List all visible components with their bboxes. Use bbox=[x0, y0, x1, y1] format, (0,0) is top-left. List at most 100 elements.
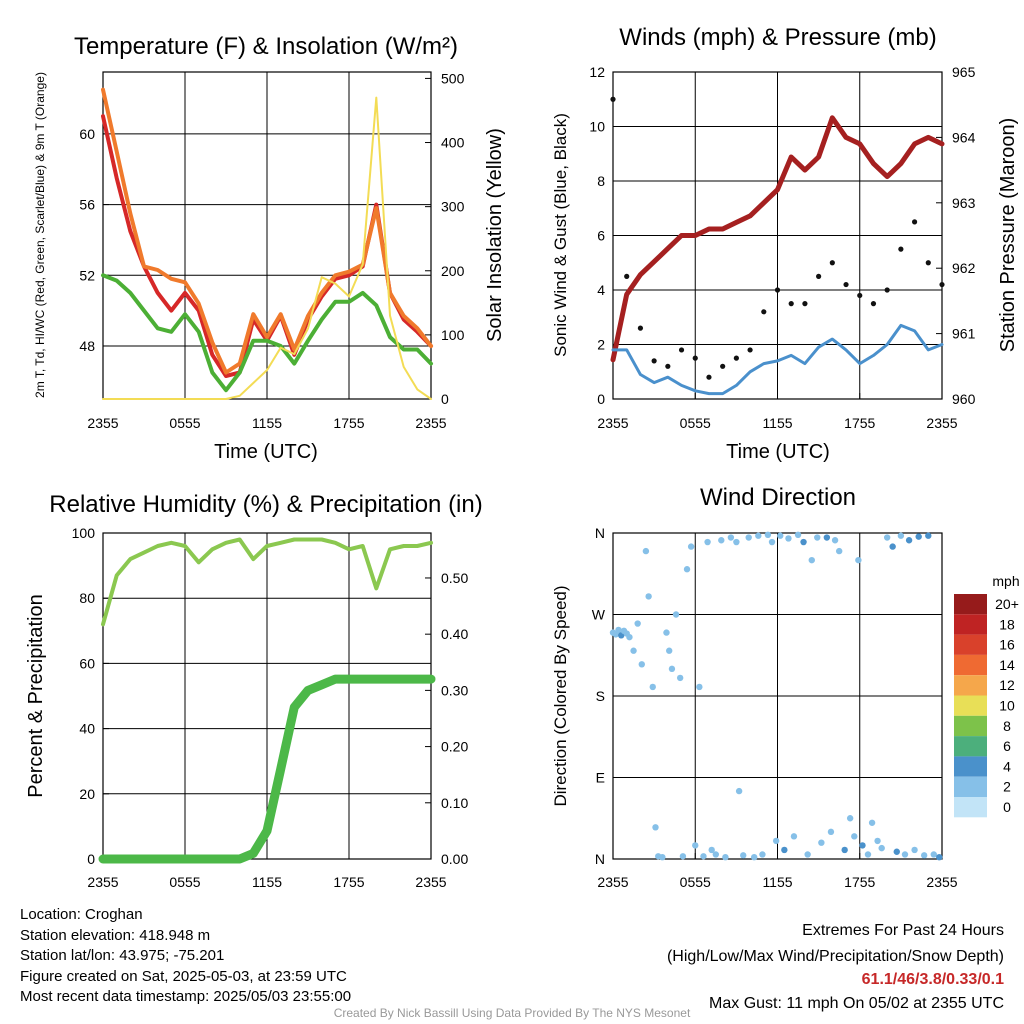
direction-point bbox=[638, 661, 645, 668]
direction-point bbox=[889, 543, 896, 550]
y2-tick-label: 0.30 bbox=[441, 682, 468, 698]
direction-point bbox=[930, 851, 937, 858]
direction-point bbox=[630, 647, 637, 654]
y-tick-label: W bbox=[592, 607, 606, 623]
direction-point bbox=[727, 534, 735, 541]
y-tick-label: 4 bbox=[597, 282, 605, 298]
direction-point bbox=[768, 538, 776, 546]
direction-point bbox=[823, 534, 831, 541]
direction-point bbox=[708, 846, 715, 854]
direction-point bbox=[683, 566, 691, 573]
colorbar-swatch bbox=[954, 654, 987, 676]
colorbar-swatch bbox=[954, 614, 987, 635]
direction-point bbox=[704, 538, 711, 546]
series-line-solar-insolation bbox=[102, 96, 432, 400]
x-tick-label: 2355 bbox=[415, 874, 446, 890]
direction-point bbox=[920, 852, 928, 859]
x-tick-label: 1155 bbox=[762, 874, 792, 890]
y2-tick-label: 500 bbox=[441, 70, 465, 86]
y2-axis-label-insolation: Solar Insolation (Yellow) bbox=[484, 128, 506, 342]
x-tick-label: 0555 bbox=[169, 415, 200, 431]
direction-point bbox=[649, 683, 656, 691]
gust-point bbox=[678, 347, 685, 353]
recent-timestamp: Most recent data timestamp: 2025/05/03 2… bbox=[20, 988, 352, 1005]
gust-point bbox=[939, 281, 945, 288]
direction-point bbox=[827, 828, 835, 836]
direction-point bbox=[712, 851, 720, 858]
gust-point bbox=[665, 363, 671, 369]
y-tick-label: 80 bbox=[79, 590, 95, 606]
direction-point bbox=[659, 853, 666, 861]
series-line-precipitation bbox=[98, 674, 436, 864]
colorbar-swatch bbox=[954, 756, 987, 777]
direction-point bbox=[679, 853, 687, 860]
y-tick-label: 56 bbox=[79, 197, 95, 213]
direction-point bbox=[668, 665, 676, 673]
direction-point bbox=[781, 846, 788, 854]
direction-point bbox=[831, 537, 839, 544]
direction-point bbox=[663, 629, 670, 636]
x-tick-label: 2355 bbox=[87, 874, 118, 890]
x-axis-label-winds: Time (UTC) bbox=[726, 441, 830, 463]
y2-tick-label: 200 bbox=[441, 263, 465, 279]
direction-point bbox=[851, 833, 858, 840]
colorbar-swatch bbox=[954, 797, 987, 818]
direction-point bbox=[936, 853, 943, 861]
extremes-title: Extremes For Past 24 Hours bbox=[802, 922, 1004, 939]
direction-point bbox=[764, 531, 772, 539]
colorbar-swatch bbox=[954, 736, 987, 757]
speed-colorbar: 20+ 18 16 14 12 10 8 6 4 2 0 bbox=[954, 594, 1019, 818]
direction-point bbox=[878, 844, 885, 852]
y2-tick-label: 0 bbox=[441, 391, 449, 407]
y2-tick-label: 0.20 bbox=[441, 739, 468, 755]
direction-point bbox=[642, 547, 650, 555]
panel-title-temperature: Temperature (F) & Insolation (W/m²) bbox=[74, 33, 458, 60]
direction-point bbox=[722, 853, 729, 861]
direction-point bbox=[785, 535, 792, 542]
direction-point bbox=[718, 537, 725, 544]
gust-point bbox=[802, 301, 808, 307]
gust-point bbox=[857, 292, 863, 299]
y2-tick-label: 960 bbox=[952, 391, 976, 407]
x-tick-label: 1755 bbox=[844, 415, 875, 431]
y-tick-label: 6 bbox=[597, 228, 605, 244]
y-tick-label: N bbox=[595, 851, 605, 867]
gust-point bbox=[774, 287, 781, 293]
extremes-values: 61.1/46/3.8/0.33/0.1 bbox=[861, 971, 1004, 988]
gust-point bbox=[898, 246, 904, 252]
gust-point bbox=[911, 219, 918, 225]
panel-temperature: Temperature (F) & Insolation (W/m²) 2355… bbox=[33, 33, 506, 463]
colorbar-swatch bbox=[954, 695, 987, 716]
direction-point bbox=[925, 532, 932, 539]
credit-line: Created By Nick Bassill Using Data Provi… bbox=[333, 1006, 691, 1020]
gust-point bbox=[788, 301, 794, 307]
x-tick-label: 0555 bbox=[680, 874, 711, 890]
gust-point bbox=[870, 301, 877, 307]
gust-point bbox=[747, 347, 753, 353]
direction-point bbox=[901, 851, 909, 858]
y2-tick-label: 0.40 bbox=[441, 626, 468, 642]
direction-point bbox=[745, 534, 752, 541]
direction-point bbox=[846, 815, 854, 822]
x-tick-label: 1755 bbox=[333, 874, 364, 890]
direction-point bbox=[814, 534, 821, 541]
max-gust: Max Gust: 11 mph On 05/02 at 2355 UTC bbox=[709, 994, 1004, 1012]
y-tick-label: 0 bbox=[87, 851, 95, 867]
colorbar-label: 12 bbox=[999, 677, 1015, 693]
y2-tick-label: 100 bbox=[441, 327, 465, 343]
y-axis-label-temperature: 2m T, Td, HI/WC (Red, Green, Scarlet/Blu… bbox=[33, 72, 47, 398]
y2-tick-label: 962 bbox=[952, 260, 976, 276]
colorbar-label: 0 bbox=[1003, 799, 1011, 815]
x-tick-label: 2355 bbox=[415, 415, 446, 431]
y2-tick-label: 400 bbox=[441, 135, 465, 151]
direction-point bbox=[905, 537, 913, 544]
direction-point bbox=[777, 532, 784, 539]
colorbar-label: 14 bbox=[999, 657, 1015, 673]
gust-point bbox=[692, 355, 698, 361]
y-axis-label-humidity: Percent & Precipitation bbox=[25, 594, 47, 797]
station-latlon: Station lat/lon: 43.975; -75.201 bbox=[20, 947, 225, 964]
gust-point bbox=[925, 260, 931, 266]
colorbar-title: mph bbox=[992, 573, 1019, 589]
direction-point bbox=[735, 787, 743, 795]
